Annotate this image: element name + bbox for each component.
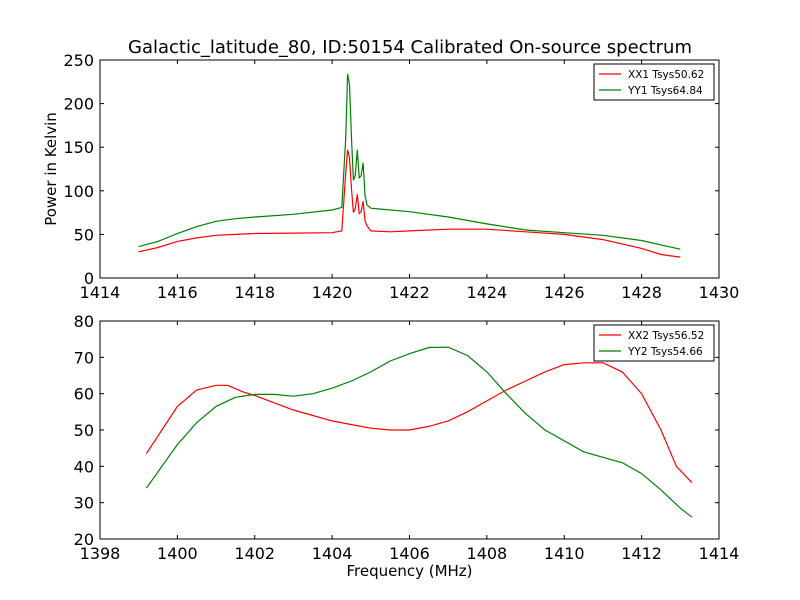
x-tick-label: 1422 xyxy=(389,283,430,302)
x-axis-label: Frequency (MHz) xyxy=(346,562,472,580)
y-tick-label: 70 xyxy=(74,348,94,367)
x-tick-label: 1406 xyxy=(389,544,430,563)
y-tick-label: 250 xyxy=(63,51,94,70)
bottom-spectrum-panel: 1398 1400 1402 1404 1406 1408 1410 1412 1414 20 30… xyxy=(74,312,740,580)
series-line-xx2 xyxy=(145,362,693,484)
legend: XX1 Tsys50.62 YY1 Tsys64.84 xyxy=(593,63,715,101)
x-tick-label: 1414 xyxy=(699,544,740,563)
y-tick-label: 50 xyxy=(74,421,94,440)
series-line-yy1 xyxy=(138,73,681,250)
y-tick-label: 150 xyxy=(63,138,94,157)
legend-box xyxy=(593,324,715,362)
x-tick-label: 1400 xyxy=(157,544,198,563)
y-tick-label: 40 xyxy=(74,457,94,476)
y-tick-label: 30 xyxy=(74,494,94,513)
x-tick-label: 1416 xyxy=(157,283,198,302)
top-spectrum-panel: 1414 1416 1418 1420 1422 1424 1426 1428 1430 0 50 1… xyxy=(42,51,739,302)
legend-label: XX1 Tsys50.62 xyxy=(628,69,704,81)
x-tick-label: 1420 xyxy=(312,283,353,302)
x-tick-label: 1426 xyxy=(544,283,585,302)
series-line-yy2 xyxy=(145,346,693,518)
x-tick-label: 1402 xyxy=(234,544,275,563)
x-tick-label: 1430 xyxy=(699,283,740,302)
y-tick-label: 50 xyxy=(74,225,94,244)
x-tick-label: 1428 xyxy=(621,283,662,302)
legend-label: YY1 Tsys64.84 xyxy=(627,85,703,97)
x-tick-label: 1404 xyxy=(312,544,353,563)
y-tick-label: 20 xyxy=(74,530,94,549)
legend: XX2 Tsys56.52 YY2 Tsys54.66 xyxy=(593,324,715,362)
x-tick-label: 1412 xyxy=(621,544,662,563)
chart-title: Galactic_latitude_80, ID:50154 Calibrate… xyxy=(128,37,692,58)
series-line-xx1 xyxy=(138,149,681,258)
y-tick-label: 100 xyxy=(63,182,94,201)
y-tick-label: 80 xyxy=(74,312,94,331)
x-tick-label: 1408 xyxy=(467,544,508,563)
legend-label: YY2 Tsys54.66 xyxy=(627,346,703,358)
x-tick-label: 1418 xyxy=(234,283,275,302)
y-tick-label: 60 xyxy=(74,385,94,404)
x-tick-label: 1398 xyxy=(80,544,121,563)
y-axis-label: Power in Kelvin xyxy=(42,112,60,226)
x-tick-label: 1424 xyxy=(467,283,508,302)
legend-box xyxy=(593,63,715,101)
y-tick-label: 200 xyxy=(63,95,94,114)
legend-label: XX2 Tsys56.52 xyxy=(628,330,704,342)
y-tick-label: 0 xyxy=(84,269,94,288)
x-tick-label: 1410 xyxy=(544,544,585,563)
x-tick-label: 1414 xyxy=(80,283,121,302)
